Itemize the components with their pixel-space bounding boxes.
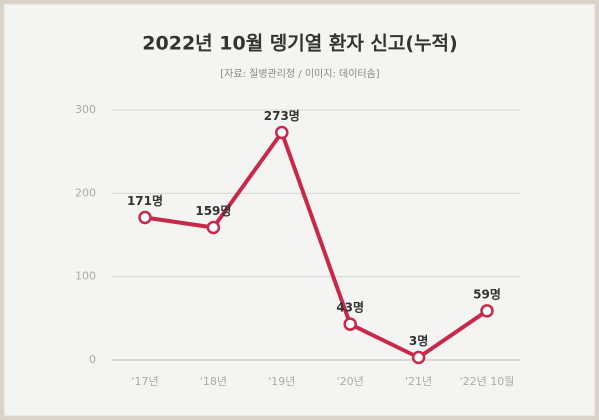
y-tick-label: 300 xyxy=(75,103,96,116)
line-series xyxy=(144,130,489,360)
x-tick-label: '21년 xyxy=(405,375,432,388)
x-tick-label: '17년 xyxy=(131,375,158,388)
chart-subtitle: [자료: 질병관리청 / 이미지: 데이터솜] xyxy=(220,68,380,80)
value-label: 159명 xyxy=(195,204,231,218)
x-tick-label: '18년 xyxy=(200,375,227,388)
value-label: 273명 xyxy=(264,109,300,123)
value-label: 59명 xyxy=(473,287,501,301)
point xyxy=(411,350,426,365)
panel xyxy=(3,3,596,417)
x-tick-label: '22년 10월 xyxy=(460,375,515,388)
point xyxy=(343,317,357,331)
y-tick-label: 0 xyxy=(89,353,96,366)
y-tick-label: 200 xyxy=(75,186,96,199)
x-tick-label: '20년 xyxy=(337,375,364,388)
point xyxy=(206,220,221,235)
x-tick-label: '19년 xyxy=(268,375,295,388)
y-tick-label: 100 xyxy=(75,270,96,283)
value-label: 171명 xyxy=(127,194,163,208)
point xyxy=(480,304,494,318)
point xyxy=(275,125,289,140)
value-label: 3명 xyxy=(409,334,428,348)
point xyxy=(138,210,152,225)
chart-title: 2022년 10월 뎅기열 환자 신고(누적) xyxy=(142,33,457,55)
value-label: 43명 xyxy=(336,301,364,315)
